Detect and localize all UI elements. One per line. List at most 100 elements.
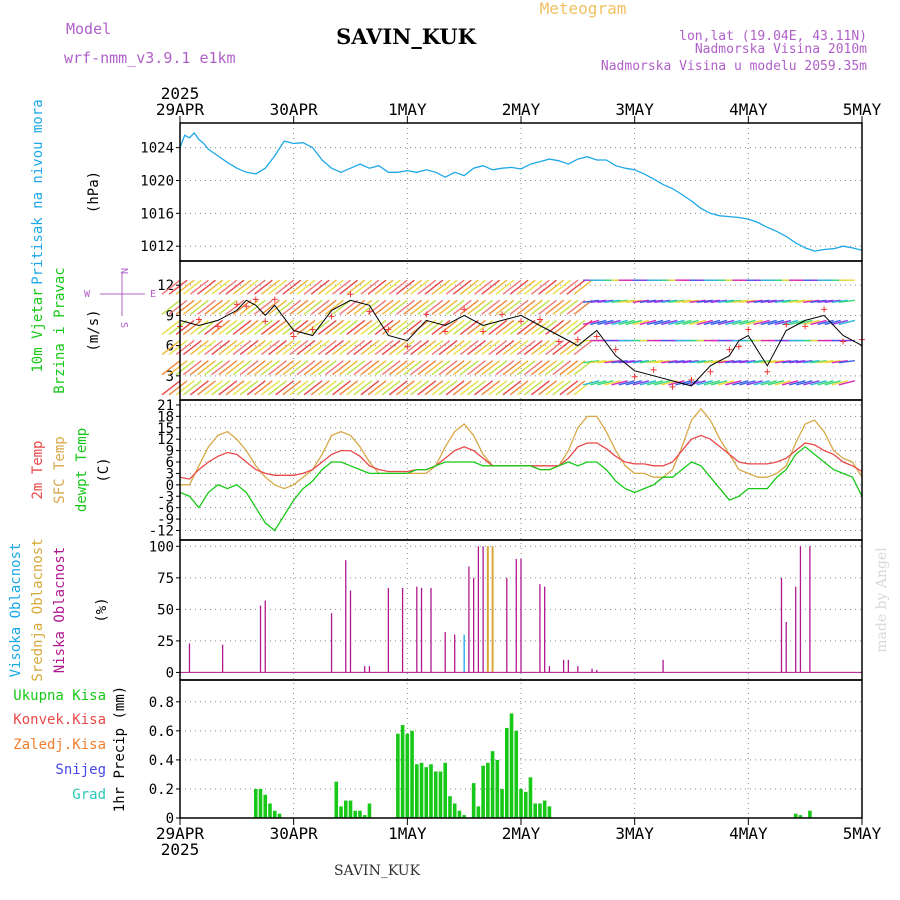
wind-arrow bbox=[253, 360, 273, 376]
wind-arrow bbox=[824, 380, 841, 386]
y-tick-label: 0.4 bbox=[149, 753, 174, 769]
wind-arrow bbox=[753, 360, 770, 364]
panel-cloud: 0 25 50 75 100 Visoka Oblacnost Srednja Oblacn… bbox=[8, 538, 863, 682]
wind-arrow bbox=[495, 380, 515, 396]
wind-arrow bbox=[339, 279, 359, 295]
precip-bar bbox=[523, 791, 528, 818]
wind-arrow bbox=[168, 319, 188, 335]
wind-arrow bbox=[289, 319, 309, 335]
wind-arrow bbox=[604, 319, 621, 326]
wind-arrow bbox=[767, 360, 784, 364]
wind-arrow bbox=[481, 340, 501, 356]
wind-arrow bbox=[703, 380, 721, 386]
wind-arrow bbox=[388, 319, 408, 335]
wind-arrow bbox=[597, 380, 614, 386]
year-label-bottom: 2025 bbox=[161, 840, 200, 859]
wind-arrow bbox=[632, 319, 650, 326]
wind-arrow bbox=[516, 380, 536, 396]
wind-arrow bbox=[381, 319, 401, 335]
wind-arrow bbox=[332, 380, 351, 396]
wind-arrow bbox=[824, 299, 841, 303]
wind-arrow bbox=[438, 380, 458, 396]
wind-arrow bbox=[353, 380, 373, 396]
y-tick-label: 12 bbox=[157, 432, 174, 448]
wind-arrow bbox=[310, 360, 330, 376]
wind-arrow bbox=[232, 360, 252, 376]
wind-arrow bbox=[225, 380, 245, 396]
wind-arrow bbox=[654, 319, 671, 326]
wind-arrow bbox=[324, 340, 344, 356]
wind-arrow bbox=[175, 360, 195, 376]
wind-arrow bbox=[424, 279, 444, 295]
wind-arrow bbox=[710, 380, 728, 386]
wind-arrow bbox=[303, 299, 323, 315]
panel-ylabel: (C) bbox=[96, 457, 112, 482]
precip-bar bbox=[533, 803, 538, 818]
gust-marker bbox=[404, 343, 411, 350]
wind-arrow bbox=[459, 360, 479, 376]
wind-arrow bbox=[438, 340, 458, 356]
gust-marker bbox=[707, 368, 714, 375]
time-label-top: 4MAY bbox=[729, 100, 768, 119]
wind-arrow bbox=[481, 299, 501, 315]
wind-arrow bbox=[604, 360, 621, 364]
wind-arrow bbox=[717, 319, 735, 326]
precip-bar bbox=[793, 813, 798, 818]
precip-bar bbox=[339, 806, 343, 818]
wind-arrow bbox=[566, 380, 586, 396]
wind-arrow bbox=[774, 360, 792, 364]
wind-arrow bbox=[431, 380, 451, 396]
y-tick-label: 18 bbox=[157, 409, 174, 425]
wind-arrow bbox=[495, 340, 515, 356]
wind-arrow bbox=[324, 299, 344, 315]
wind-arrow bbox=[632, 380, 650, 386]
wind-arrow bbox=[197, 319, 216, 335]
wind-arrow bbox=[796, 360, 813, 364]
lonlat-label: lon,lat (19.04E, 43.11N) bbox=[679, 29, 867, 44]
y-tick-label: 0.6 bbox=[149, 724, 174, 740]
wind-arrow bbox=[367, 360, 387, 376]
gust-marker bbox=[480, 328, 487, 335]
wind-arrow bbox=[232, 279, 252, 295]
wind-arrow bbox=[502, 380, 522, 396]
wind-arrow bbox=[559, 340, 579, 356]
wind-arrow bbox=[360, 340, 380, 356]
gust-marker bbox=[612, 346, 619, 353]
precip-bar bbox=[519, 788, 523, 818]
panel-ylabel: dewpt Temp bbox=[74, 428, 90, 512]
wind-arrow bbox=[410, 299, 430, 315]
wind-arrow bbox=[275, 299, 295, 315]
wind-arrow bbox=[246, 360, 266, 376]
panel-ylabel: Srednja Oblacnost bbox=[30, 538, 46, 681]
wind-arrow bbox=[445, 340, 465, 356]
gust-marker bbox=[669, 383, 676, 390]
wind-arrow bbox=[583, 299, 600, 303]
wind-arrow bbox=[396, 360, 415, 376]
gust-marker bbox=[385, 326, 392, 333]
wind-arrow bbox=[161, 360, 181, 376]
wind-arrow bbox=[824, 319, 841, 326]
gust-marker bbox=[271, 296, 278, 303]
wind-arrow bbox=[523, 380, 543, 396]
y-tick-label: 1020 bbox=[140, 174, 174, 190]
wind-arrow bbox=[481, 279, 501, 295]
wind-arrow bbox=[232, 340, 252, 356]
wind-arrow bbox=[175, 340, 195, 356]
wind-arrow bbox=[396, 380, 415, 396]
wind-arrow bbox=[232, 299, 252, 315]
wind-arrow bbox=[838, 299, 855, 303]
wind-arrow bbox=[467, 279, 486, 295]
y-tick-label: -3 bbox=[157, 489, 174, 505]
wind-arrow bbox=[346, 340, 366, 356]
wind-arrow bbox=[467, 319, 486, 335]
wind-arrow bbox=[239, 319, 259, 335]
wind-arrow bbox=[360, 299, 380, 315]
wind-arrow bbox=[509, 279, 529, 295]
wind-arrow bbox=[703, 360, 721, 364]
wind-arrow bbox=[296, 279, 316, 295]
panel-ylabel: (m/s) bbox=[86, 309, 102, 351]
wind-arrow bbox=[218, 279, 238, 295]
wind-arrow bbox=[211, 279, 231, 295]
wind-arrow bbox=[261, 279, 280, 295]
wind-arrow bbox=[452, 340, 472, 356]
